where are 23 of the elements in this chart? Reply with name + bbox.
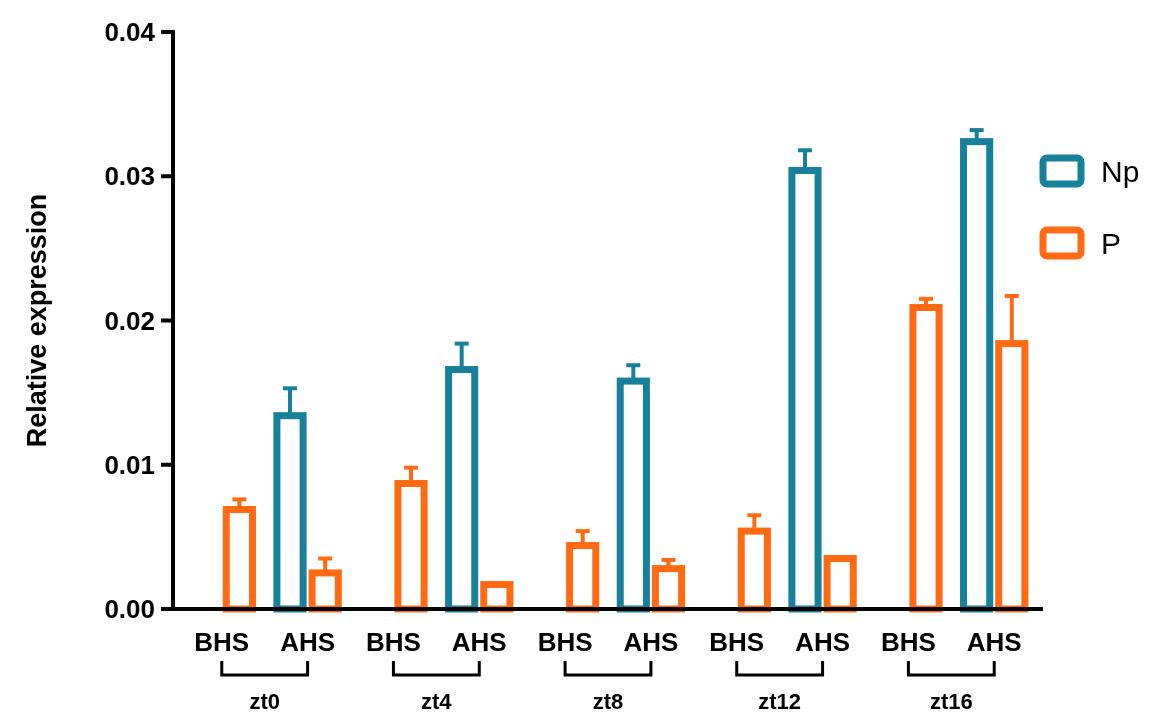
text: zt0 (249, 689, 280, 714)
x-tick-label: AHS (280, 627, 336, 657)
x-tick-label: BHS (194, 627, 250, 657)
text: zt16 (929, 689, 973, 714)
legend-label: P (1101, 226, 1122, 260)
x-tick-label: AHS (966, 627, 1022, 657)
x-tick-label: AHS (623, 627, 679, 657)
text: zt8 (592, 689, 624, 714)
x-tick-label: BHS (880, 627, 936, 657)
x-tick-label: AHS (795, 627, 851, 657)
x-tick-label: AHS (451, 627, 507, 657)
x-tick-label: BHS (537, 627, 593, 657)
y-tick-label: 0.04 (104, 17, 156, 48)
y-tick-label: 0.00 (104, 594, 155, 625)
y-tick-label: 0.01 (104, 449, 155, 480)
y-tick-label: 0.03 (104, 161, 155, 192)
x-tick-label: BHS (365, 627, 421, 657)
text: zt4 (421, 689, 453, 714)
x-tick-label: BHS (709, 627, 765, 657)
text: zt12 (758, 689, 802, 714)
y-tick-label: 0.02 (104, 305, 155, 336)
y-axis-title: Relative expression (22, 193, 52, 448)
legend-label: Np (1101, 154, 1140, 188)
